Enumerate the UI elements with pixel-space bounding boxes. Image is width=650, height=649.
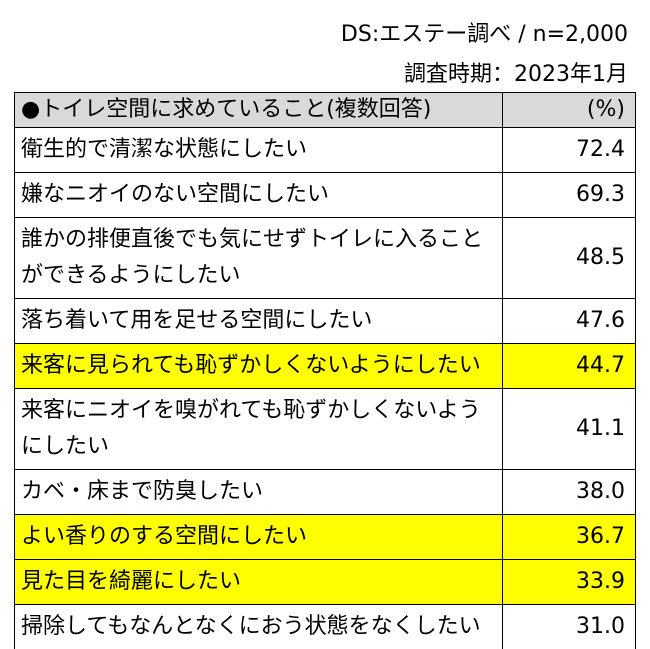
row-value: 38.0 (501, 469, 637, 515)
row-value: 72.4 (501, 127, 637, 173)
row-value: 44.7 (501, 343, 637, 389)
row-value: 33.9 (501, 559, 637, 605)
row-label: 嫌なニオイのない空間にしたい (14, 172, 503, 218)
table-row: よい香りのする空間にしたい 36.7 (14, 514, 637, 560)
row-value: 36.7 (501, 514, 637, 560)
row-value: 47.6 (501, 298, 637, 344)
row-value: 41.1 (501, 388, 637, 470)
table-row: 見た目を綺麗にしたい 33.9 (14, 559, 637, 605)
table-row: カベ・床まで防臭したい 38.0 (14, 469, 637, 515)
row-label: 来客に見られても恥ずかしくないようにしたい (14, 343, 503, 389)
row-label: 衛生的で清潔な状態にしたい (14, 127, 503, 173)
row-label: 来客にニオイを嗅がれても恥ずかしくないようにしたい (14, 388, 503, 470)
table-row: 来客にニオイを嗅がれても恥ずかしくないようにしたい 41.1 (14, 388, 637, 470)
source-note: DS:エステー調べ / n=2,000 (340, 22, 628, 47)
row-label: 見た目を綺麗にしたい (14, 559, 503, 605)
row-label: カベ・床まで防臭したい (14, 469, 503, 515)
column-header: ●トイレ空間に求めていること(複数回答) (14, 92, 503, 128)
row-value: 69.3 (501, 172, 637, 218)
table-row: 衛生的で清潔な状態にしたい 72.4 (14, 127, 637, 173)
row-label: 落ち着いて用を足せる空間にしたい (14, 298, 503, 344)
column-header: (%) (501, 92, 637, 128)
table-row: 掃除してもなんとなくにおう状態をなくしたい 31.0 (14, 604, 637, 649)
row-value: 48.5 (501, 217, 637, 299)
survey-table: ●トイレ空間に求めていること(複数回答) (%) 衛生的で清潔な状態にしたい 72… (14, 92, 637, 649)
header-row: ●トイレ空間に求めていること(複数回答) (%) (14, 92, 637, 128)
table-row: 落ち着いて用を足せる空間にしたい 47.6 (14, 298, 637, 344)
row-label: 誰かの排便直後でも気にせずトイレに入ることができるようにしたい (14, 217, 503, 299)
row-value: 31.0 (501, 604, 637, 649)
period-note: 調査時期：2023年1月 (404, 62, 628, 87)
row-label: 掃除してもなんとなくにおう状態をなくしたい (14, 604, 503, 649)
table-row: 嫌なニオイのない空間にしたい 69.3 (14, 172, 637, 218)
table-row: 来客に見られても恥ずかしくないようにしたい 44.7 (14, 343, 637, 389)
row-label: よい香りのする空間にしたい (14, 514, 503, 560)
table-row: 誰かの排便直後でも気にせずトイレに入ることができるようにしたい 48.5 (14, 217, 637, 299)
